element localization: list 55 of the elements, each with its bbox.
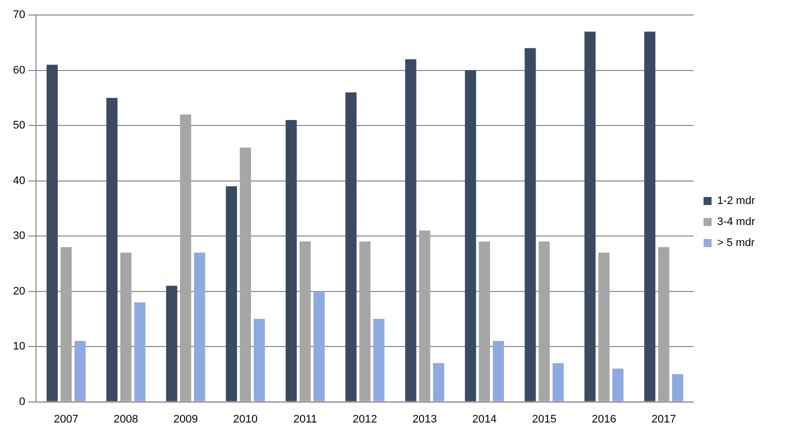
y-tick-label: 70 [12,9,26,22]
x-tick-label: 2010 [233,413,258,426]
bar [672,374,684,402]
bar [612,368,624,402]
x-tick-label: 2012 [352,413,378,426]
x-tick-label: 2016 [592,413,616,426]
x-tick-label: 2011 [293,413,317,426]
bar [60,247,72,402]
bar [254,318,265,402]
bar [74,341,86,402]
bar [419,230,430,402]
bar [194,252,206,402]
bar [405,59,416,402]
bar [300,242,311,402]
bar [478,242,490,402]
bar [359,242,370,402]
bar [598,252,610,402]
bar [373,318,384,402]
x-tick-label: 2017 [651,413,676,426]
bar [46,64,58,402]
bar [584,32,596,402]
bar [314,291,325,402]
bar [658,247,670,402]
bar [166,286,178,402]
x-tick-label: 2014 [472,413,497,426]
y-tick-label: 30 [12,230,26,242]
x-tick-label: 2007 [54,413,78,426]
bar [240,148,251,402]
x-tick-label: 2008 [114,413,138,426]
x-tick-label: 2013 [412,413,437,426]
bar [106,98,118,402]
legend-label: 1-2 mdr [717,195,756,208]
bar [492,341,504,402]
bar [226,186,238,402]
y-tick-label: 50 [12,120,26,132]
bar [345,92,357,402]
bar [552,363,564,402]
bar [433,363,444,402]
bar [644,32,656,402]
bar [464,70,476,402]
y-tick-label: 0 [19,396,26,408]
bar [524,48,536,402]
y-tick-label: 10 [12,340,26,353]
legend-label: > 5 mdr [717,237,756,250]
x-tick-label: 2015 [532,413,556,426]
y-tick-label: 20 [12,285,26,298]
bar [180,114,192,402]
bar [134,302,146,402]
x-tick-label: 2009 [173,413,198,426]
bar [538,242,550,402]
bar [120,252,132,402]
y-tick-label: 60 [12,64,26,76]
bar [286,120,297,402]
legend-label: 3-4 mdr [717,216,756,228]
y-tick-label: 40 [12,174,26,187]
